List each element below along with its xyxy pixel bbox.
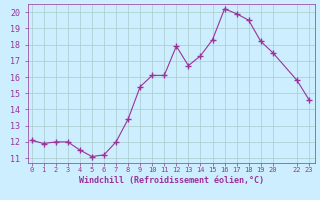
X-axis label: Windchill (Refroidissement éolien,°C): Windchill (Refroidissement éolien,°C) [79, 176, 264, 185]
